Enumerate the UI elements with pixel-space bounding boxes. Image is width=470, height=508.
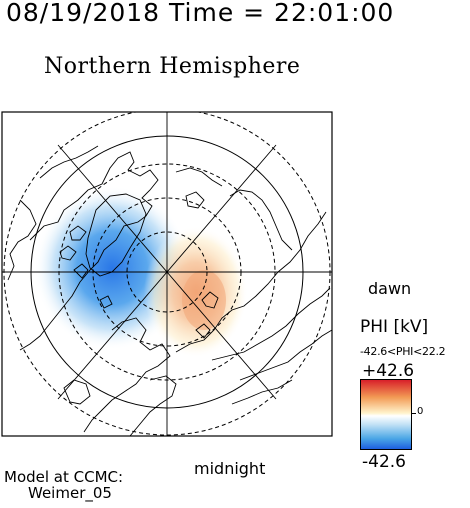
colorbar-zero-tick <box>412 413 416 414</box>
colorbar-min-label: -42.6 <box>362 452 406 472</box>
polar-map-plot <box>1 111 333 437</box>
model-credit-line1: Model at CCMC: <box>4 468 124 486</box>
time-title: 08/19/2018 Time = 22:01:00 <box>6 0 395 27</box>
map-frame <box>1 111 333 437</box>
colorbar-zero-label: 0 <box>417 406 424 417</box>
colorbar-title: PHI [kV] <box>360 317 429 337</box>
meridians <box>2 112 332 436</box>
potential-cells <box>34 186 248 358</box>
hemisphere-title: Northern Hemisphere <box>44 54 301 79</box>
colorbar-max-label: +42.6 <box>362 361 415 381</box>
midnight-label: midnight <box>194 459 266 478</box>
colorbar <box>360 379 412 450</box>
colorbar-range: -42.6<PHI<22.2 <box>360 345 446 358</box>
dawn-label: dawn <box>368 279 412 298</box>
model-credit-line2: Weimer_05 <box>28 484 112 502</box>
positive-potential-core <box>182 270 226 330</box>
